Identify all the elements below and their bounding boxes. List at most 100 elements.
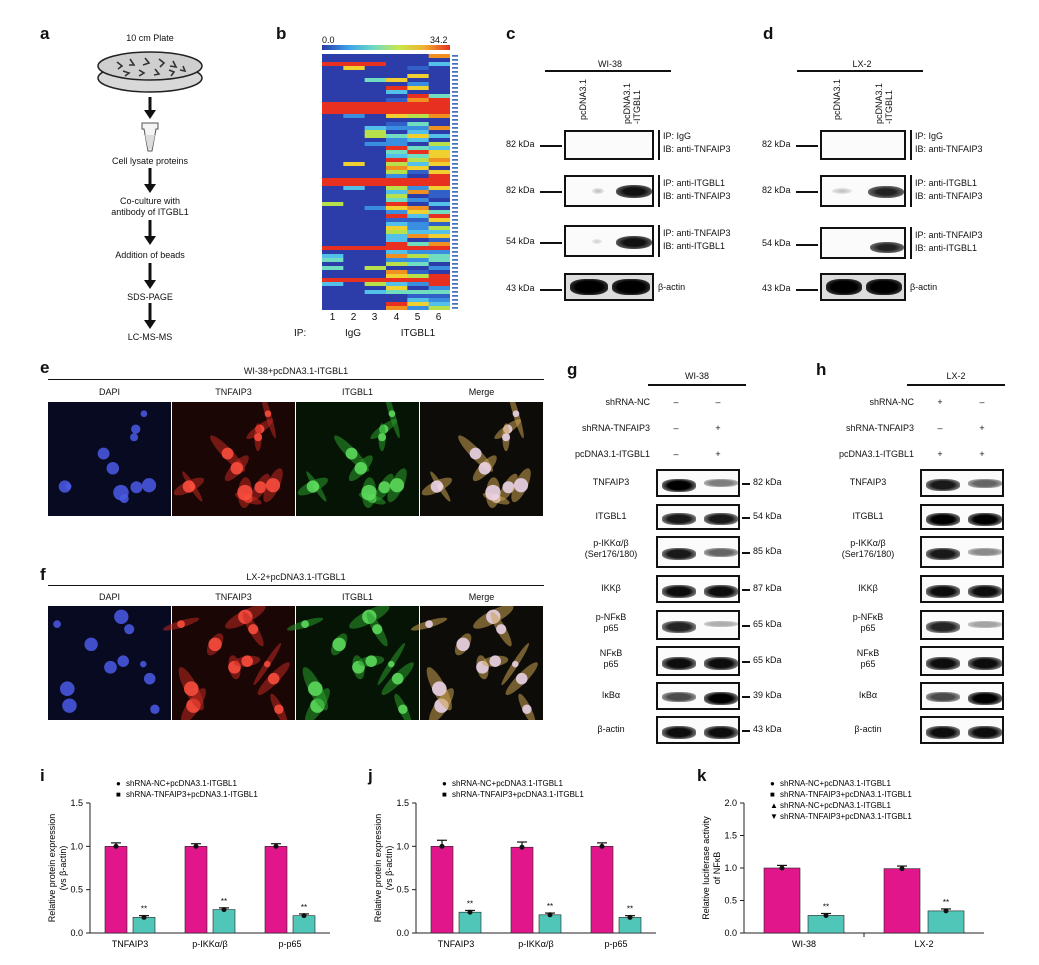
heatmap-cell (343, 54, 365, 59)
heatmap-cell (364, 114, 387, 119)
gene-label-mark (452, 223, 458, 225)
condition-value: + (937, 449, 943, 459)
heatmap-cell (407, 174, 429, 179)
heatmap-cell (322, 194, 344, 199)
cell-nucleus (143, 672, 156, 685)
heatmap-cell (428, 254, 450, 259)
x-tick-label: p-p65 (604, 939, 627, 949)
marker-tick (742, 483, 750, 485)
heatmap-cell (428, 134, 450, 139)
kda-marker: 39 kDa (753, 690, 782, 700)
heatmap-cell (428, 270, 450, 275)
legend-entry: shRNA-NC+pcDNA3.1-ITGBL1 (126, 779, 237, 788)
bar (807, 915, 845, 934)
cell-nucleus (264, 410, 272, 418)
heatmap-cell (322, 54, 344, 59)
heatmap-cell (322, 278, 344, 283)
heatmap-cell (428, 110, 450, 115)
gene-label-mark (452, 207, 458, 209)
panel-letter-b: b (276, 24, 287, 43)
y-tick-label: 1.5 (396, 798, 409, 808)
cell-nucleus (264, 660, 271, 668)
gene-label-mark (452, 63, 458, 65)
blot-band (704, 621, 738, 627)
lane-label: pcDNA3.1 (578, 78, 588, 120)
blot-box (820, 273, 906, 301)
marker-tick (742, 696, 750, 698)
cell-nucleus (456, 637, 470, 652)
heatmap-cell (407, 294, 429, 299)
blot-box (920, 504, 1004, 530)
heatmap-cell (343, 218, 365, 223)
y-tick-label: 2.0 (724, 798, 737, 808)
heatmap-cell (428, 234, 450, 239)
heatmap-cell (407, 110, 429, 115)
kda-marker: 43 kDa (506, 283, 535, 293)
heatmap-cell (322, 198, 344, 203)
heatmap-cell (386, 106, 408, 111)
heatmap-cell (364, 166, 387, 171)
heatmap-cell (343, 278, 365, 283)
group-igg: IgG (344, 328, 362, 339)
bracket (658, 130, 660, 160)
heatmap-cell (364, 206, 387, 211)
heatmap-cell (428, 146, 450, 151)
heatmap-cell (343, 130, 365, 135)
heatmap-cell (322, 226, 344, 231)
gene-label-mark (452, 95, 458, 97)
lane-5: 5 (414, 312, 421, 323)
step-5: LC-MS-MS (127, 332, 173, 342)
cell-nucleus (425, 620, 433, 628)
heatmap-cell (364, 274, 387, 279)
heatmap-cell (364, 262, 387, 267)
heatmap-cell (343, 254, 365, 259)
blot-band (926, 621, 960, 633)
panel-letter-k: k (697, 766, 707, 785)
heatmap-cell (428, 282, 450, 287)
heatmap-cell (407, 118, 429, 123)
blot-label: TNFAIP3 (592, 477, 630, 487)
legend-entry: shRNA-TNFAIP3+pcDNA3.1-ITGBL1 (126, 790, 258, 799)
marker-tick (796, 289, 818, 291)
legend-marker: ■ (442, 790, 447, 799)
y-tick-label: 1.0 (396, 841, 409, 851)
heatmap-cell (343, 306, 365, 310)
heatmap-cell (364, 226, 387, 231)
gene-label-mark (452, 71, 458, 73)
cell-nucleus (512, 410, 520, 418)
blot-box (920, 646, 1004, 676)
heatmap-cell (428, 210, 450, 215)
heatmap-cell (386, 162, 408, 167)
heatmap-cell (386, 258, 408, 263)
panel-title: WI-38+pcDNA3.1-ITGBL1 (243, 366, 349, 376)
cell-line-title: WI-38 (684, 371, 709, 381)
heatmap-cell (343, 242, 365, 247)
heatmap-cell (428, 306, 450, 310)
blot-box (656, 682, 740, 710)
heatmap-cell (322, 170, 344, 175)
gene-label-mark (452, 271, 458, 273)
heatmap-cell (428, 266, 450, 271)
blot-label: p-NFκB p65 (595, 612, 627, 633)
channel-label: TNFAIP3 (215, 592, 252, 602)
gene-label-mark (452, 279, 458, 281)
marker-tick (796, 145, 818, 147)
blot-band (926, 692, 960, 702)
heatmap-cell (322, 98, 344, 103)
heatmap-cell (364, 270, 387, 275)
heatmap-cell (322, 234, 344, 239)
heatmap-cell (322, 214, 344, 219)
cell-line-title: WI-38 (597, 59, 622, 69)
bar (458, 911, 482, 934)
heatmap-cell (364, 90, 387, 95)
condition-label: pcDNA3.1-ITGBL1 (838, 449, 914, 459)
heatmap-cell (407, 126, 429, 131)
y-tick-label: 0.0 (724, 928, 737, 938)
lane-label: pcDNA3.1 -ITGBL1 (622, 82, 642, 124)
heatmap-cell (407, 150, 429, 155)
cell-nucleus (248, 624, 259, 635)
marker-tick (742, 517, 750, 519)
gene-label-mark (452, 295, 458, 297)
gene-label-mark (452, 167, 458, 169)
